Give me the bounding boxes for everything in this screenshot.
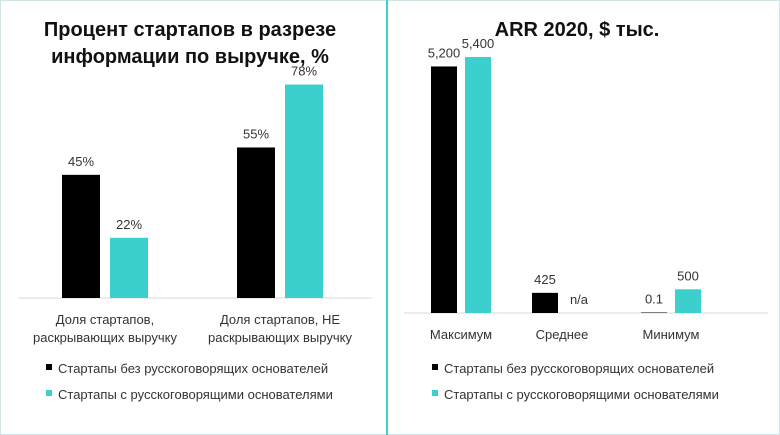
left-chart-svg: Процент стартапов в разрезе информации по… [18,19,372,402]
data-label: 45% [68,154,94,169]
bar [285,84,323,299]
data-label: 78% [291,64,317,79]
x-tick-label: Минимум [643,327,700,342]
left-chart-panel: Процент стартапов в разрезе информации по… [0,0,386,435]
bar [675,289,701,313]
legend-swatch [432,364,438,370]
x-tick-label: Среднее [536,327,589,342]
bar [110,237,148,298]
legend-label: Стартапы с русскоговорящими основателями [58,387,333,402]
bar [237,147,275,298]
x-tick-label: Максимум [430,327,492,342]
legend-swatch [46,364,52,370]
data-label: n/a [570,292,589,307]
data-label: 22% [116,217,142,232]
bar [641,312,667,313]
x-tick-label: раскрывающих выручку [33,330,177,345]
legend-swatch [46,390,52,396]
chart-title: информации по выручке, % [51,46,329,68]
data-label: 5,200 [428,45,461,60]
panel-divider [386,0,388,435]
x-tick-label: Доля стартапов, НЕ [220,312,340,327]
chart-title: Процент стартапов в разрезе [44,19,336,41]
x-tick-label: раскрывающих выручку [208,330,352,345]
legend-label: Стартапы с русскоговорящими основателями [444,387,719,402]
legend-label: Стартапы без русскоговорящих основателей [444,361,714,376]
data-label: 5,400 [462,36,495,51]
x-tick-label: Доля стартапов, [56,312,154,327]
bar [532,292,558,313]
bar [465,56,491,314]
data-label: 0.1 [645,292,663,307]
chart-title: ARR 2020, $ тыс. [495,19,660,41]
data-label: 425 [534,272,556,287]
legend-swatch [432,390,438,396]
legend-label: Стартапы без русскоговорящих основателей [58,361,328,376]
right-chart-panel: ARR 2020, $ тыс. Максимум 5,200 5,400 Средне… [388,0,780,435]
data-label: 500 [677,268,699,283]
bar [431,66,457,313]
bar [62,174,100,298]
data-label: 55% [243,126,269,141]
